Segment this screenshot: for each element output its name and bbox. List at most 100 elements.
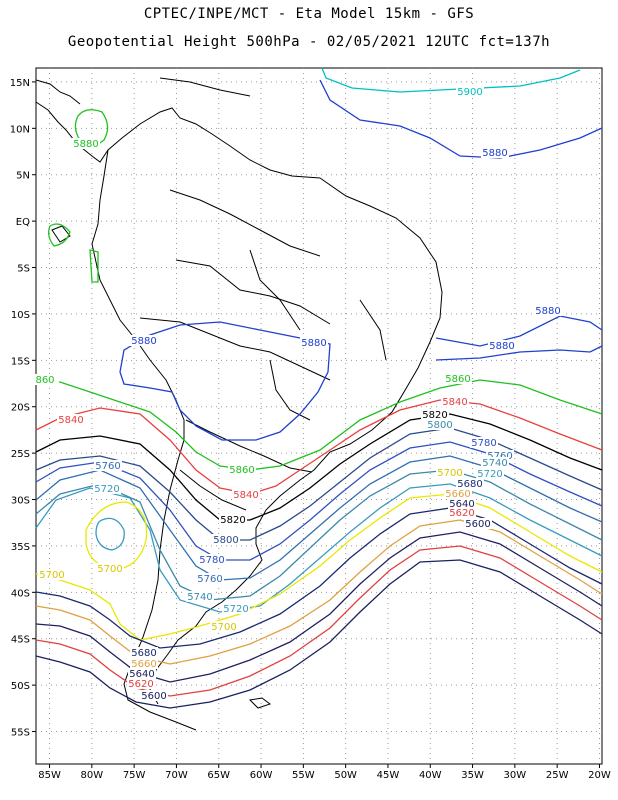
axis-ticks: 15N10N5NEQ5S10S15S20S25S30S35S40S45S50S5…	[10, 78, 611, 781]
contour-5860	[74, 109, 109, 146]
lat-tick-label: EQ	[16, 217, 30, 228]
contour-5740	[35, 469, 603, 601]
contour-label-bg	[57, 414, 85, 425]
lon-tick-label: 80W	[81, 770, 104, 781]
contour-label: 5700	[39, 570, 64, 581]
lat-tick-label: 40S	[11, 588, 30, 599]
contour-label: 5820	[422, 410, 447, 421]
contour-label: 5880	[489, 341, 514, 352]
contour-lines	[35, 67, 603, 709]
contour-label-bg	[222, 603, 250, 614]
contour-label-bg	[444, 373, 472, 384]
contour-label: 5700	[437, 468, 462, 479]
contour-label-bg	[426, 419, 454, 430]
contour-5860	[35, 379, 603, 471]
contour-label: 5780	[199, 555, 224, 566]
contour-label: 5660	[131, 659, 156, 670]
contour-labels: 5900 5880 5880 5880 5880 5880 5880 860 5860 5860 5…	[31, 86, 562, 702]
contour-5880	[319, 79, 603, 159]
contour-label: 5780	[471, 438, 496, 449]
contour-label-bg	[448, 507, 476, 518]
contour-label-bg	[476, 468, 504, 479]
contour-label-bg	[488, 340, 516, 351]
chart-subtitle: Geopotential Height 500hPa - 02/05/2021 …	[67, 34, 551, 50]
contour-label-bg	[130, 335, 158, 346]
contour-label: 5620	[128, 679, 153, 690]
lon-tick-label: 75W	[123, 770, 146, 781]
lat-tick-label: 5N	[16, 171, 30, 182]
contour-label: 5640	[129, 669, 154, 680]
contour-label-bg	[456, 86, 484, 97]
contour-5700	[35, 493, 603, 641]
contour-label-bg	[421, 409, 449, 420]
contour-label: 5860	[229, 465, 254, 476]
lon-tick-label: 25W	[546, 770, 569, 781]
contour-5880	[435, 315, 603, 347]
contour-label-bg	[436, 467, 464, 478]
contour-label-bg	[228, 464, 256, 475]
contour-label-bg	[212, 534, 240, 545]
contour-label: 5700	[97, 564, 122, 575]
lon-tick-label: 60W	[250, 770, 273, 781]
contour-5880	[119, 321, 331, 441]
contour-5680	[35, 507, 603, 649]
contour-5600	[35, 559, 603, 709]
contour-label: 5660	[445, 489, 470, 500]
contour-label: 5840	[442, 397, 467, 408]
contour-label-bg	[93, 483, 121, 494]
lon-tick-label: 35W	[461, 770, 484, 781]
lat-tick-label: 25S	[11, 449, 30, 460]
lat-tick-label: 45S	[11, 635, 30, 646]
lat-tick-label: 50S	[11, 681, 30, 692]
contour-label: 5720	[477, 469, 502, 480]
contour-label: 5840	[58, 415, 83, 426]
contour-5860	[48, 223, 71, 247]
contour-label-bg	[470, 437, 498, 448]
lat-tick-label: 15S	[11, 356, 30, 367]
lon-tick-label: 85W	[38, 770, 61, 781]
contour-label-bg	[300, 337, 328, 348]
contour-label-bg	[219, 514, 247, 525]
contour-5640	[35, 531, 603, 683]
contour-label: 860	[35, 375, 54, 386]
contour-label: 5740	[187, 592, 212, 603]
contour-label: 5820	[220, 515, 245, 526]
contour-5840	[35, 399, 603, 495]
contour-5900	[321, 67, 581, 93]
lon-tick-label: 45W	[377, 770, 400, 781]
contour-label-bg	[140, 690, 168, 701]
contour-label-bg	[441, 396, 469, 407]
lat-tick-label: 10S	[11, 310, 30, 321]
contour-label: 5720	[223, 604, 248, 615]
lat-tick-label: 15N	[10, 78, 30, 89]
contour-label-bg	[210, 621, 238, 632]
contour-5620	[35, 545, 603, 697]
contour-label-bg	[186, 591, 214, 602]
contour-label: 5880	[535, 306, 560, 317]
contour-label-bg	[130, 647, 158, 658]
lon-tick-label: 20W	[588, 770, 611, 781]
contour-5660	[35, 519, 603, 665]
lat-tick-label: 55S	[11, 728, 30, 739]
contour-label-bg	[481, 457, 509, 468]
contour-5860	[89, 249, 99, 283]
lon-tick-label: 40W	[419, 770, 442, 781]
contour-label: 5840	[233, 490, 258, 501]
lat-tick-label: 20S	[11, 403, 30, 414]
lat-tick-label: 5S	[17, 264, 30, 275]
contour-label-bg	[31, 374, 59, 385]
contour-label: 5880	[301, 338, 326, 349]
grid-lines	[36, 68, 602, 764]
contour-label: 5860	[445, 374, 470, 385]
contour-label-bg	[38, 569, 66, 580]
lon-tick-label: 30W	[504, 770, 527, 781]
contour-label: 5880	[131, 336, 156, 347]
contour-label-bg	[534, 305, 562, 316]
contour-label: 5600	[465, 519, 490, 530]
contour-label: 5720	[94, 484, 119, 495]
contour-label: 5680	[457, 479, 482, 490]
contour-label-bg	[481, 147, 509, 158]
lat-tick-label: 35S	[11, 542, 30, 553]
contour-label: 5760	[95, 461, 120, 472]
